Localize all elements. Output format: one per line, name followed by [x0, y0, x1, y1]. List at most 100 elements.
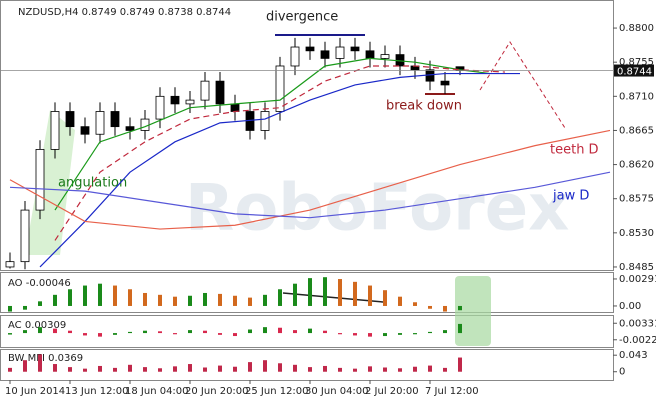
bar — [218, 365, 222, 372]
x-tick-label: 10 Jun 2014 — [5, 386, 65, 397]
indicator-line — [9, 129, 611, 230]
annotation: divergence — [266, 10, 338, 25]
bar — [38, 327, 42, 334]
candle-body — [65, 111, 75, 128]
candle-body — [95, 111, 105, 135]
main-frame — [0, 0, 614, 271]
x-tick-label: 7 Jul 12:00 — [425, 386, 479, 397]
bar — [68, 330, 72, 334]
bar — [368, 285, 372, 306]
candle-body — [440, 80, 450, 86]
bar — [143, 367, 147, 372]
bar — [188, 364, 192, 372]
annotation: jaw D — [552, 189, 589, 204]
bar — [68, 289, 72, 306]
bar — [143, 330, 147, 334]
y-tick-label: 0.003314 — [619, 318, 656, 329]
candle-body — [290, 46, 300, 67]
bar — [8, 367, 12, 372]
bar — [68, 367, 72, 372]
chart-title: NZDUSD,H4 0.8749 0.8749 0.8738 0.8744 — [18, 7, 231, 18]
x-tick-label: 25 Jun 12:00 — [245, 386, 309, 397]
panel-title: AO -0.00046 — [8, 278, 71, 289]
bar — [23, 360, 27, 372]
candle-body — [380, 54, 390, 59]
y-tick-label: 0.8800 — [619, 23, 654, 34]
bar — [203, 330, 207, 334]
bar — [458, 305, 462, 311]
bar — [278, 289, 282, 306]
last-price-box — [614, 64, 654, 77]
candle-body — [80, 126, 90, 135]
bar — [323, 277, 327, 306]
candle-body — [200, 80, 210, 101]
bar — [383, 290, 387, 306]
ao-divergence-line — [282, 292, 384, 303]
bar — [113, 333, 117, 335]
bar — [308, 367, 312, 372]
candle-body — [305, 46, 315, 52]
candle-body — [185, 99, 195, 105]
bar — [338, 279, 342, 306]
bar — [203, 292, 207, 306]
y-tick-label: 0.043 — [619, 350, 648, 361]
bar — [248, 329, 252, 334]
candle-body — [35, 149, 45, 211]
bar — [398, 333, 402, 335]
annotation: teeth D — [550, 143, 599, 158]
y-tick-label: 0.8620 — [619, 160, 654, 171]
bar — [248, 362, 252, 372]
bar — [263, 327, 267, 334]
bar — [158, 331, 162, 334]
x-tick-label: 18 Jun 04:00 — [125, 386, 189, 397]
bar — [398, 296, 402, 306]
bar — [98, 283, 102, 306]
bar — [233, 295, 237, 306]
bar — [293, 283, 297, 306]
bar — [233, 366, 237, 372]
bar — [38, 354, 42, 372]
bar — [38, 301, 42, 306]
candle-body — [125, 126, 135, 131]
indicator-line — [9, 171, 611, 219]
bar — [248, 297, 252, 306]
bar — [263, 360, 267, 372]
bar — [83, 368, 87, 372]
candle-body — [5, 261, 15, 268]
candle-body — [50, 111, 60, 150]
candle-body — [170, 95, 180, 105]
bar — [293, 330, 297, 334]
bar — [173, 333, 177, 335]
bar — [308, 278, 312, 306]
bar — [353, 368, 357, 372]
bar — [443, 330, 447, 334]
bar — [98, 365, 102, 372]
bar — [83, 333, 87, 336]
bar — [368, 366, 372, 372]
mfi-frame — [0, 349, 614, 381]
bar — [278, 327, 282, 334]
highlight-box — [455, 276, 491, 346]
x-tick-label: 20 Jun 20:00 — [185, 386, 249, 397]
panel-title: AC 0.00309 — [8, 320, 66, 331]
bar — [443, 305, 447, 312]
bar — [158, 368, 162, 372]
bar — [8, 305, 12, 312]
y-tick-label: 0.00291 — [619, 274, 656, 285]
ac-frame — [0, 315, 614, 348]
bar — [353, 333, 357, 336]
y-tick-label: 0.8710 — [619, 91, 654, 102]
candle-body — [365, 50, 375, 59]
candle-body — [320, 50, 330, 59]
candle-body — [155, 95, 165, 120]
x-tick-label: 30 Jun 04:00 — [305, 386, 369, 397]
annotation: angulation — [58, 176, 127, 191]
bar — [293, 364, 297, 372]
bar — [128, 364, 132, 372]
x-tick-label: 13 Jun 12:00 — [65, 386, 129, 397]
y-tick-label: -0.00226 — [619, 335, 656, 346]
y-tick-label: 0.8485 — [619, 262, 654, 273]
bar — [113, 367, 117, 372]
panel-title: BW MFI 0.0369 — [8, 353, 83, 364]
